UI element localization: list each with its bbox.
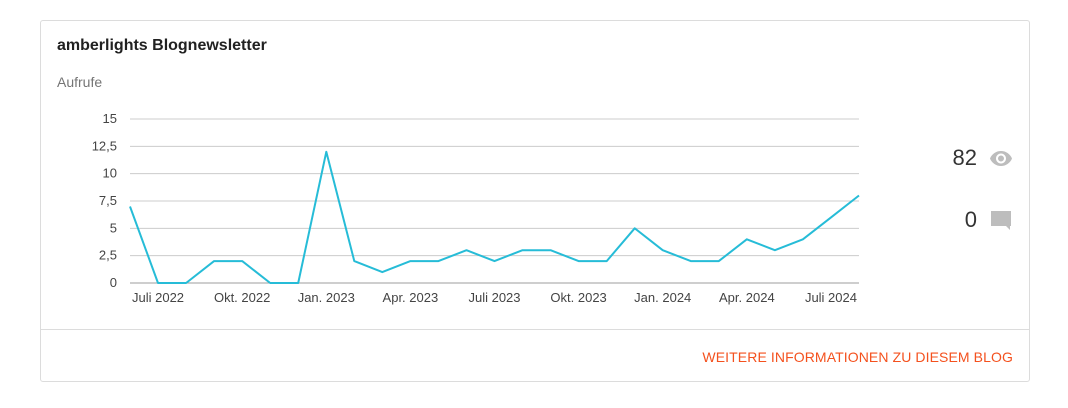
comments-count: 0 <box>964 207 977 232</box>
blog-stats-card: amberlights Blognewsletter Aufrufe 0 2,5 5… <box>40 20 1030 382</box>
card-title: amberlights Blognewsletter <box>57 37 267 54</box>
comment-icon <box>991 211 1011 230</box>
y-tick-label: 5 <box>110 220 117 235</box>
y-tick-label: 7,5 <box>99 193 117 208</box>
card-divider <box>41 329 1029 330</box>
y-tick-label: 12,5 <box>92 138 117 153</box>
y-tick-label: 15 <box>103 111 117 126</box>
eye-icon <box>990 151 1012 166</box>
more-info-link[interactable]: WEITERE INFORMATIONEN ZU DIESEM BLOG <box>702 349 1013 365</box>
x-tick-label: Okt. 2023 <box>550 290 606 305</box>
y-tick-label: 0 <box>110 275 117 290</box>
x-tick-label: Juli 2024 <box>805 290 857 305</box>
x-tick-label: Jan. 2023 <box>298 290 355 305</box>
x-tick-label: Apr. 2024 <box>719 290 775 305</box>
comments-stat: 0 <box>965 207 1013 233</box>
x-tick-label: Okt. 2022 <box>214 290 270 305</box>
x-tick-label: Jan. 2024 <box>634 290 691 305</box>
y-tick-label: 2,5 <box>99 248 117 263</box>
views-line-chart: 0 2,5 5 7,5 10 12,5 15 Juli 2022 Okt. 2022 Jan. 2… <box>92 111 860 305</box>
views-stat: 82 <box>953 145 1013 171</box>
x-tick-label: Juli 2022 <box>132 290 184 305</box>
y-tick-label: 10 <box>103 166 117 181</box>
views-series-line <box>129 150 860 284</box>
x-tick-label: Apr. 2023 <box>383 290 439 305</box>
x-tick-label: Juli 2023 <box>468 290 520 305</box>
views-count: 82 <box>952 145 977 170</box>
chart-ylabel: Aufrufe <box>57 74 103 90</box>
